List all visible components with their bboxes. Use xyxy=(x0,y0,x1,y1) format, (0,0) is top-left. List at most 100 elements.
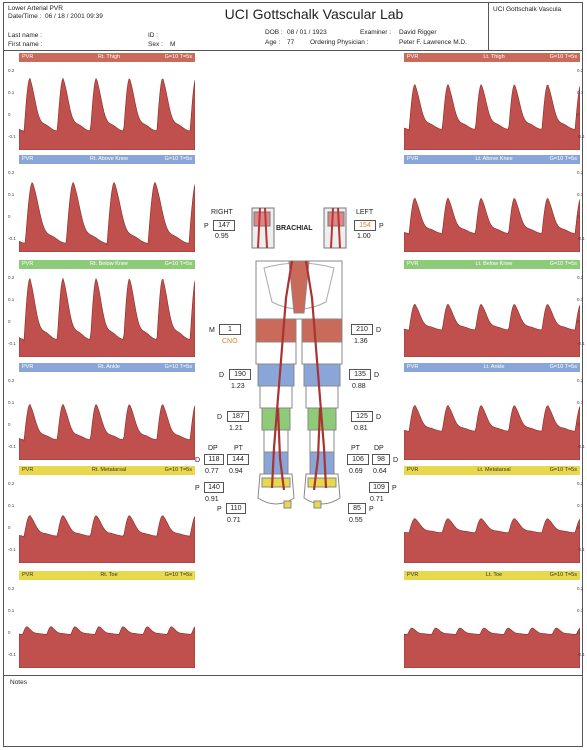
report-page: Lower Arterial PVR Date/Time : 06 / 18 /… xyxy=(3,2,585,747)
brachial-right-value: 147 xyxy=(213,220,235,231)
rt-thigh-band xyxy=(255,318,297,343)
test-name: Lower Arterial PVR xyxy=(8,5,63,12)
tick-label: -0.1 xyxy=(8,236,16,241)
panel-header-bar: PVR Rt. Below Knee G=10 T=5s xyxy=(19,260,195,269)
rt-above-knee-band xyxy=(257,363,295,387)
panel-gain-label: G=10 T=5s xyxy=(164,364,192,370)
waveform-trace xyxy=(404,303,580,357)
ak-r-letter: D xyxy=(219,372,225,379)
tick-label: 0 xyxy=(577,422,580,427)
legs-figure xyxy=(251,207,347,509)
ak-l-value: 135 xyxy=(349,369,371,380)
waveform-trace xyxy=(404,405,580,460)
amplitude-ticks: 0.2 0.1 0 -0.1 xyxy=(8,164,20,253)
thigh-l-index: 1.36 xyxy=(354,338,368,345)
panel-pvr-label: PVR xyxy=(407,54,419,60)
panel-pvr-label: PVR xyxy=(22,467,34,473)
panel-pvr-label: PVR xyxy=(407,261,419,267)
lt-toe-band xyxy=(313,500,322,509)
tick-label: 0.1 xyxy=(577,297,584,302)
amplitude-ticks: 0.2 0.1 0 -0.1 xyxy=(8,62,20,151)
lt-pvr-panel-6: PVR Lt. Toe G=10 T=5s xyxy=(404,571,580,669)
toe-l-letter: P xyxy=(369,506,374,513)
tick-label: 0.1 xyxy=(8,400,15,405)
tick-label: -0.1 xyxy=(8,341,16,346)
pvr-waveform xyxy=(404,518,580,563)
tick-label: -0.1 xyxy=(577,444,585,449)
panel-header-bar: PVR Lt. Thigh G=10 T=5s xyxy=(404,53,580,62)
waveform-trace xyxy=(404,518,580,563)
panel-site-label: Rt. Thigh xyxy=(97,54,121,60)
ankle-l-pt-index: 0.69 xyxy=(349,468,363,475)
toe-l-index: 0.55 xyxy=(349,517,363,524)
right-arm-figure xyxy=(251,207,275,249)
lt-pvr-panel-4: PVR Lt. Ankle G=10 T=5s xyxy=(404,363,580,461)
ankle-r-pt-value: 144 xyxy=(227,454,249,465)
met-l-value: 109 xyxy=(369,482,389,493)
bk-r-index: 1.21 xyxy=(229,425,243,432)
thigh-l-value: 210 xyxy=(351,324,373,335)
dob-label: DOB : xyxy=(265,29,283,36)
waveform-trace xyxy=(19,403,195,460)
bk-l-index: 0.81 xyxy=(354,425,368,432)
ankle-l-dp-letter: D xyxy=(393,457,399,464)
ak-r-value: 190 xyxy=(229,369,251,380)
waveform-trace xyxy=(404,627,580,668)
report-header: Lower Arterial PVR Date/Time : 06 / 18 /… xyxy=(4,3,582,51)
panel-site-label: Lt. Above Knee xyxy=(475,156,513,162)
ankle-l-pt-value: 106 xyxy=(347,454,369,465)
rt-metatarsal-band xyxy=(261,477,291,488)
waveform-trace xyxy=(19,626,195,668)
waveform-trace xyxy=(404,83,580,150)
pvr-waveform xyxy=(19,403,195,460)
panel-header-bar: PVR Lt. Below Knee G=10 T=5s xyxy=(404,260,580,269)
panel-gain-label: G=10 T=5s xyxy=(549,156,577,162)
amplitude-ticks: 0.2 0.1 0 -0.1 xyxy=(8,372,20,461)
pvr-waveform xyxy=(404,405,580,460)
last-name-label: Last name : xyxy=(8,32,42,39)
panel-header-bar: PVR Rt. Toe G=10 T=5s xyxy=(19,571,195,580)
tick-label: 0.1 xyxy=(577,503,584,508)
tick-label: 0 xyxy=(8,112,11,117)
tick-label: -0.1 xyxy=(577,236,585,241)
tick-label: 0 xyxy=(8,214,11,219)
dob-value: 08 / 01 / 1923 xyxy=(287,29,327,36)
tick-label: 0.2 xyxy=(577,586,584,591)
tick-label: 0.2 xyxy=(8,275,15,280)
tick-label: -0.1 xyxy=(577,134,585,139)
rt-ankle-band xyxy=(263,451,289,475)
tick-label: 0.1 xyxy=(8,608,15,613)
right-label: RIGHT xyxy=(211,209,233,216)
lt-above-knee-band xyxy=(303,363,341,387)
panel-gain-label: G=10 T=5s xyxy=(164,572,192,578)
panel-pvr-label: PVR xyxy=(22,364,34,370)
amplitude-ticks: 0.2 0.1 0 -0.1 xyxy=(8,475,20,564)
met-r-index: 0.91 xyxy=(205,496,219,503)
brachial-right-index: 0.95 xyxy=(215,233,229,240)
tick-label: 0.2 xyxy=(8,481,15,486)
panel-site-label: Rt. Toe xyxy=(100,572,118,578)
tick-label: 0.1 xyxy=(577,608,584,613)
test-info: Lower Arterial PVR Date/Time : 06 / 18 /… xyxy=(8,5,103,21)
first-name-label: First name : xyxy=(8,41,43,48)
left-label: LEFT xyxy=(356,209,374,216)
examiner-value: David Rigger xyxy=(399,29,437,36)
panel-header-bar: PVR Lt. Above Knee G=10 T=5s xyxy=(404,155,580,164)
panel-site-label: Rt. Ankle xyxy=(97,364,120,370)
amplitude-ticks: 0.2 0.1 0 -0.1 xyxy=(8,269,20,358)
thigh-r-index: CNO xyxy=(222,338,238,345)
lt-thigh-band xyxy=(301,318,343,343)
lt-pvr-panel-5: PVR Lt. Metatarsal G=10 T=5s xyxy=(404,466,580,564)
met-r-letter: P xyxy=(195,485,200,492)
brachial-label: BRACHIAL xyxy=(276,225,313,232)
bk-l-letter: D xyxy=(376,414,382,421)
panel-header-bar: PVR Rt. Above Knee G=10 T=5s xyxy=(19,155,195,164)
waveform-trace xyxy=(19,77,195,150)
panel-site-label: Lt. Below Knee xyxy=(475,261,513,267)
bk-l-value: 125 xyxy=(351,411,373,422)
panel-site-label: Lt. Ankle xyxy=(483,364,505,370)
ankle-r-pt-label: PT xyxy=(234,445,243,452)
tick-label: 0.2 xyxy=(8,68,15,73)
tick-label: 0.1 xyxy=(8,90,15,95)
tick-label: 0 xyxy=(8,319,11,324)
